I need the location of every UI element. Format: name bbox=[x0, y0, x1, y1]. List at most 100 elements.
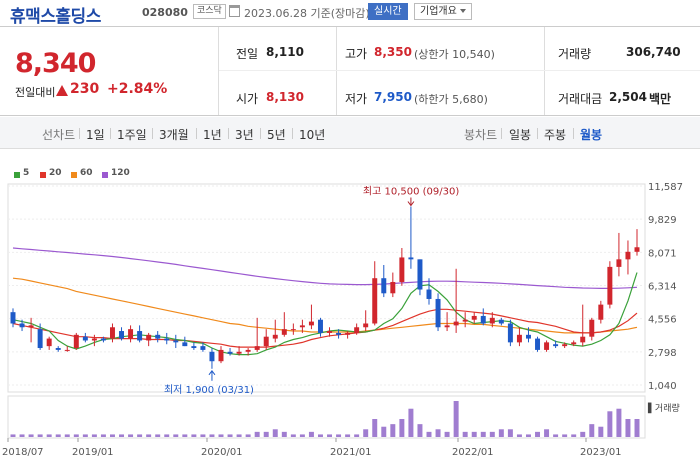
candle-body bbox=[236, 351, 242, 354]
candle-weekly[interactable]: 주봉 bbox=[544, 128, 567, 142]
amount-label: 거래대금 bbox=[558, 92, 603, 106]
volume-bar bbox=[589, 424, 595, 437]
y-tick-label: 11,587 bbox=[648, 182, 683, 193]
candle-daily[interactable]: 일봉 bbox=[509, 128, 532, 142]
period-1d[interactable]: 1일 bbox=[86, 128, 105, 142]
divider bbox=[110, 128, 111, 139]
realtime-button[interactable]: 실시간 bbox=[368, 3, 408, 20]
candle-body bbox=[100, 338, 106, 341]
change-label: 전일대비 bbox=[15, 86, 56, 99]
upper-limit: (상한가 10,540) bbox=[414, 48, 495, 61]
volume-bar bbox=[272, 429, 278, 437]
period-1w[interactable]: 1주일 bbox=[117, 128, 147, 142]
high-label: 고가 bbox=[345, 47, 368, 61]
candle-body bbox=[544, 342, 550, 350]
company-overview-dropdown[interactable]: 기업개요 bbox=[414, 3, 472, 20]
candle-body bbox=[417, 259, 423, 290]
volume-bar bbox=[507, 429, 513, 437]
candle-body bbox=[562, 344, 568, 347]
legend-ma20: 20 bbox=[49, 168, 62, 178]
candle-body bbox=[507, 323, 513, 343]
candle-body bbox=[535, 338, 541, 350]
volume-bar bbox=[625, 419, 631, 437]
candle-body bbox=[408, 257, 414, 260]
candle-body bbox=[372, 278, 378, 324]
candle-body bbox=[28, 325, 34, 328]
candle-body bbox=[525, 334, 531, 339]
candle-body bbox=[625, 251, 631, 260]
candle-body bbox=[480, 315, 486, 324]
candle-body bbox=[607, 266, 613, 305]
candle-body bbox=[462, 319, 468, 322]
calendar-icon bbox=[229, 5, 240, 17]
period-3m[interactable]: 3개월 bbox=[159, 128, 189, 142]
volume-bar bbox=[390, 424, 396, 437]
volume-bar bbox=[381, 426, 387, 437]
candle-body bbox=[82, 336, 88, 341]
x-tick-label: 2019/01 bbox=[72, 447, 114, 458]
prev-close-value: 8,110 bbox=[266, 45, 304, 59]
prev-close-label: 전일 bbox=[236, 47, 259, 61]
open-label: 시가 bbox=[236, 92, 259, 106]
legend-ma5: 5 bbox=[23, 168, 30, 178]
company-overview-label: 기업개요 bbox=[420, 6, 457, 17]
candle-body bbox=[109, 327, 115, 339]
volume-bar bbox=[345, 434, 351, 437]
candle-body bbox=[381, 278, 387, 294]
volume-bar bbox=[137, 434, 143, 437]
candle-body bbox=[553, 344, 559, 347]
divider bbox=[196, 128, 197, 139]
period-10y[interactable]: 10년 bbox=[299, 128, 326, 142]
x-tick-label: 2023/01 bbox=[580, 447, 622, 458]
legend-ma120: 120 bbox=[111, 168, 130, 178]
lower-limit: (하한가 5,680) bbox=[414, 93, 488, 106]
volume-bar bbox=[480, 431, 486, 437]
candle-body bbox=[263, 336, 269, 347]
high-arrow-head bbox=[407, 201, 415, 207]
volume-bar bbox=[607, 411, 613, 437]
candle-monthly[interactable]: 월봉 bbox=[580, 128, 603, 142]
candle-body bbox=[390, 281, 396, 294]
volume-bar bbox=[453, 401, 459, 437]
volume-bar bbox=[64, 434, 70, 437]
candle-body bbox=[254, 346, 260, 350]
volume-bar bbox=[462, 431, 468, 437]
divider bbox=[336, 27, 337, 115]
candle-body bbox=[191, 346, 197, 349]
moving-average-ma5 bbox=[12, 272, 638, 356]
volume-bar bbox=[525, 434, 531, 437]
period-1y[interactable]: 1년 bbox=[203, 128, 222, 142]
volume-bar bbox=[426, 431, 432, 437]
candle-body bbox=[498, 319, 504, 324]
divider bbox=[292, 128, 293, 139]
volume-bar bbox=[354, 434, 360, 437]
candle-body bbox=[10, 312, 16, 324]
volume-bar bbox=[562, 434, 568, 437]
volume-label: 거래량 bbox=[558, 47, 592, 61]
volume-bar bbox=[363, 429, 369, 437]
up-arrow-icon bbox=[56, 85, 68, 96]
legend-swatch-ma5 bbox=[14, 172, 20, 178]
volume-bar bbox=[37, 434, 43, 437]
y-tick-label: 8,071 bbox=[648, 248, 677, 259]
volume-bar bbox=[254, 431, 260, 437]
volume-bar bbox=[155, 434, 161, 437]
volume-bar bbox=[19, 434, 25, 437]
candle-body bbox=[155, 334, 161, 339]
legend-swatch-ma60 bbox=[71, 172, 77, 178]
high-annotation: 최고 10,500 (09/30) bbox=[363, 186, 459, 198]
open-value: 8,130 bbox=[266, 90, 304, 104]
period-3y[interactable]: 3년 bbox=[235, 128, 254, 142]
candle-body bbox=[426, 289, 432, 299]
period-5y[interactable]: 5년 bbox=[267, 128, 286, 142]
volume-bar bbox=[408, 408, 414, 437]
volume-bar bbox=[109, 434, 115, 437]
candle-body bbox=[489, 317, 495, 324]
candle-body bbox=[317, 319, 323, 333]
volume-bar bbox=[634, 419, 640, 437]
volume-bar bbox=[218, 434, 224, 437]
candle-body bbox=[327, 331, 333, 333]
divider bbox=[79, 128, 80, 139]
candle-body bbox=[146, 334, 152, 341]
